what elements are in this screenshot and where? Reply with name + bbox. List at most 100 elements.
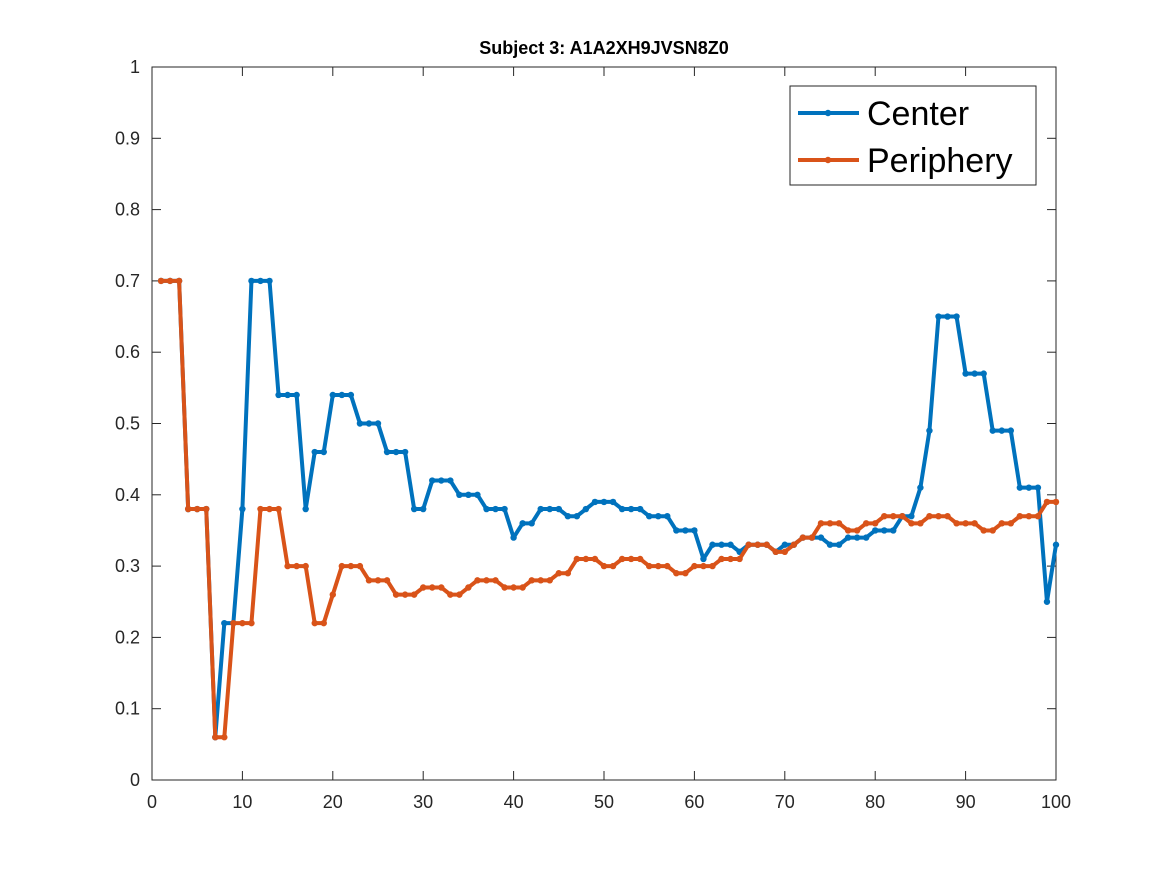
axes: 0 10 20 30 40 50 60 70 80 90 100 0 0.1 0.2 0.3 0.4 0.5 0.… xyxy=(115,57,1071,812)
data-point-periphery xyxy=(546,577,553,584)
data-point-periphery xyxy=(808,534,816,541)
data-point-periphery xyxy=(257,505,264,513)
y-tick-label: 0.3 xyxy=(115,556,140,576)
data-point-periphery xyxy=(302,562,309,570)
data-point-periphery xyxy=(175,277,183,285)
data-point-center xyxy=(1052,541,1060,548)
data-point-center xyxy=(582,505,590,513)
data-point-center xyxy=(573,512,581,520)
data-point-center xyxy=(257,277,264,285)
data-point-center xyxy=(853,534,861,541)
y-tick-label: 1 xyxy=(130,57,140,77)
data-point-center xyxy=(555,505,562,513)
data-point-periphery xyxy=(989,527,996,534)
data-point-periphery xyxy=(890,512,897,520)
data-point-periphery xyxy=(980,527,987,534)
data-point-periphery xyxy=(817,520,825,527)
data-point-center xyxy=(537,505,544,513)
data-point-periphery xyxy=(492,577,499,584)
data-point-center xyxy=(618,505,626,513)
data-point-center xyxy=(673,527,680,534)
data-point-periphery xyxy=(971,520,978,527)
data-point-center xyxy=(374,420,382,427)
data-point-periphery xyxy=(555,570,562,577)
data-point-periphery xyxy=(700,562,707,570)
data-point-center xyxy=(971,370,978,377)
data-point-center xyxy=(528,520,535,527)
data-point-periphery xyxy=(528,577,535,584)
data-point-center xyxy=(275,391,282,399)
data-point-periphery xyxy=(790,541,798,548)
data-point-center xyxy=(438,477,445,484)
data-point-periphery xyxy=(438,584,445,591)
data-point-periphery xyxy=(275,505,282,513)
data-point-center xyxy=(248,277,255,285)
data-point-center xyxy=(609,498,617,506)
x-tick-label: 60 xyxy=(684,792,704,812)
data-point-periphery xyxy=(754,541,761,548)
x-tick-label: 20 xyxy=(323,792,343,812)
data-point-periphery xyxy=(510,584,517,591)
data-point-center xyxy=(935,313,942,320)
series-layer xyxy=(157,277,1060,741)
data-point-periphery xyxy=(763,541,770,548)
series-center xyxy=(157,277,1060,741)
data-point-center xyxy=(1025,484,1033,491)
y-tick-label: 0.5 xyxy=(115,414,140,434)
data-point-periphery xyxy=(709,562,716,570)
data-point-center xyxy=(962,370,969,377)
data-point-periphery xyxy=(157,277,165,285)
y-tick-label: 0.8 xyxy=(115,200,140,220)
data-point-periphery xyxy=(329,591,336,598)
data-point-center xyxy=(293,391,300,399)
data-point-periphery xyxy=(1052,498,1060,506)
data-point-center xyxy=(564,512,572,520)
data-point-center xyxy=(953,313,960,320)
data-point-periphery xyxy=(691,562,698,570)
data-point-center xyxy=(718,541,725,548)
data-point-center xyxy=(980,370,987,377)
data-point-periphery xyxy=(618,555,626,563)
data-point-center xyxy=(646,512,653,520)
data-point-periphery xyxy=(627,555,635,563)
data-point-periphery xyxy=(194,505,201,513)
data-point-periphery xyxy=(284,562,291,570)
y-tick-label: 0.4 xyxy=(115,485,140,505)
data-point-center xyxy=(835,541,843,548)
data-point-periphery xyxy=(718,555,725,563)
data-point-periphery xyxy=(429,584,436,591)
data-point-center xyxy=(1043,598,1051,605)
data-point-center xyxy=(456,491,463,498)
data-point-periphery xyxy=(899,512,906,520)
data-point-periphery xyxy=(1043,498,1051,506)
data-point-periphery xyxy=(365,577,373,584)
legend-label-periphery: Periphery xyxy=(867,142,1013,180)
data-point-center xyxy=(727,541,734,548)
data-point-center xyxy=(410,505,418,513)
data-point-center xyxy=(627,505,635,513)
data-point-center xyxy=(655,512,662,520)
data-point-periphery xyxy=(772,548,779,556)
data-point-periphery xyxy=(591,555,599,563)
data-point-periphery xyxy=(826,520,834,527)
data-point-center xyxy=(501,505,508,513)
data-point-periphery xyxy=(926,512,933,520)
data-point-center xyxy=(320,448,327,456)
data-point-center xyxy=(483,505,490,513)
data-point-center xyxy=(636,505,644,513)
data-point-center xyxy=(872,527,879,534)
data-point-center xyxy=(691,527,698,534)
data-point-periphery xyxy=(501,584,508,591)
data-point-center xyxy=(401,448,409,456)
data-point-periphery xyxy=(600,562,608,570)
data-point-periphery xyxy=(935,512,942,520)
data-point-periphery xyxy=(962,520,969,527)
data-point-center xyxy=(347,391,355,399)
data-point-periphery xyxy=(239,619,246,627)
data-point-periphery xyxy=(646,562,653,570)
data-point-periphery xyxy=(908,520,915,527)
series-line-periphery xyxy=(159,278,1058,740)
y-tick-label: 0.9 xyxy=(115,128,140,148)
data-point-periphery xyxy=(420,584,427,591)
